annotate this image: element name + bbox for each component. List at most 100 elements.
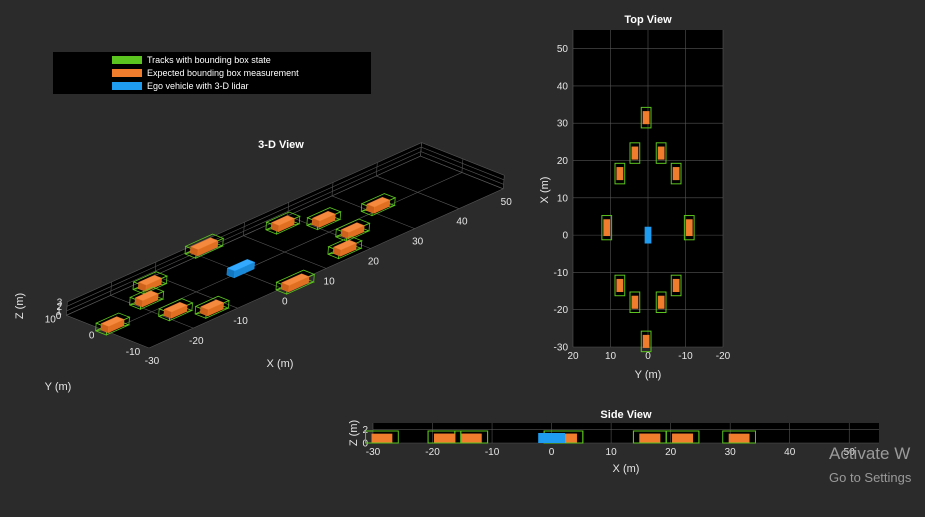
view3d-ytick: 10 bbox=[45, 314, 57, 325]
view3d-gridline-z bbox=[66, 155, 504, 316]
topview-track bbox=[655, 142, 667, 164]
topview-track bbox=[629, 142, 641, 164]
view3d-xtick: 30 bbox=[412, 237, 424, 248]
view3d-xtick: 0 bbox=[282, 296, 288, 307]
topview-track bbox=[683, 215, 695, 241]
topview-track bbox=[670, 162, 682, 185]
topview-measurement bbox=[685, 219, 693, 237]
sideview-ytick: 0 bbox=[362, 439, 368, 450]
topview-track bbox=[629, 291, 641, 314]
topview-measurement bbox=[631, 146, 639, 160]
sideview-xtick: 10 bbox=[606, 447, 618, 458]
topview-track bbox=[614, 162, 626, 185]
view3d-ytick: -10 bbox=[126, 347, 141, 358]
view3d-xtick: 10 bbox=[324, 276, 336, 287]
view3d-ztick: 3 bbox=[57, 297, 63, 308]
legend-swatch-ego bbox=[112, 82, 142, 90]
view3d-ztick: 2 bbox=[56, 302, 62, 313]
view3d-measurement bbox=[270, 222, 280, 233]
sideview-ylabel: Z (m) bbox=[348, 420, 360, 446]
view3d-zlabel: Z (m) bbox=[14, 293, 26, 319]
sideview-track bbox=[427, 430, 462, 444]
legend-box bbox=[53, 52, 371, 94]
legend-swatch-track bbox=[112, 56, 142, 64]
legend[interactable]: Tracks with bounding box state Expected … bbox=[53, 52, 371, 94]
sideview-xtick: -20 bbox=[425, 447, 440, 458]
topview-track bbox=[655, 291, 667, 314]
topview-ytick: 0 bbox=[562, 231, 568, 242]
topview-measurement bbox=[616, 278, 624, 292]
topview-ytick: -10 bbox=[554, 268, 569, 279]
sideview-measurement bbox=[460, 433, 482, 443]
topview-track bbox=[614, 274, 626, 297]
topview-ytick: 20 bbox=[557, 156, 569, 167]
sideview-measurement bbox=[672, 433, 693, 443]
view3d-xtick: 50 bbox=[501, 197, 513, 208]
sideview-xtick: 50 bbox=[844, 447, 856, 458]
topview-measurement bbox=[616, 167, 624, 181]
topview-ytick: 40 bbox=[557, 81, 569, 92]
topview-measurement bbox=[603, 219, 611, 237]
view3d-ytick: 0 bbox=[89, 331, 95, 342]
topview-measurement bbox=[657, 295, 665, 309]
topview-xtick: -20 bbox=[716, 351, 731, 362]
topview-xtick: -10 bbox=[678, 351, 693, 362]
sideview-ego-vehicle bbox=[538, 433, 565, 443]
view3d-measurement bbox=[340, 229, 350, 240]
sideview-measurement bbox=[371, 433, 393, 443]
view3d-ztick: 0 bbox=[56, 311, 62, 322]
topview-xtick: 20 bbox=[567, 351, 579, 362]
topview-measurement bbox=[642, 334, 650, 348]
topview-title: Top View bbox=[624, 14, 672, 26]
sideview-track bbox=[632, 430, 667, 444]
topview-xtick: 10 bbox=[605, 351, 617, 362]
sideview-measurement bbox=[728, 433, 750, 443]
topview-axes[interactable]: 20 10 0 -10 -20 -30 -20 -10 0 10 20 30 40 50 bbox=[554, 30, 731, 362]
topview-ego-vehicle bbox=[644, 226, 652, 244]
topview-ytick: 10 bbox=[557, 193, 569, 204]
sideview-xtick: 30 bbox=[725, 447, 737, 458]
view3d-gridline-z bbox=[66, 151, 504, 312]
view3d-xtick: -10 bbox=[233, 316, 248, 327]
view3d-measurement bbox=[200, 306, 209, 317]
topview-track bbox=[670, 274, 682, 297]
topview-xtick: 0 bbox=[645, 351, 651, 362]
view3d-measurement bbox=[134, 297, 144, 308]
topview-track bbox=[640, 106, 652, 129]
topview-track bbox=[640, 330, 652, 353]
sideview-plot-area bbox=[373, 423, 879, 443]
sideview-xtick: 20 bbox=[665, 447, 677, 458]
sideview-track bbox=[365, 430, 399, 444]
legend-entry-ego: Ego vehicle with 3-D lidar bbox=[147, 81, 249, 91]
view3d-xtick: 20 bbox=[368, 257, 380, 268]
watermark-line2: Go to Settings bbox=[829, 470, 912, 485]
topview-ytick: -20 bbox=[554, 305, 569, 316]
view3d-measurement bbox=[366, 203, 375, 214]
view3d-ylabel: Y (m) bbox=[45, 381, 72, 393]
view3d-xlabel: X (m) bbox=[267, 358, 294, 370]
topview-measurement bbox=[672, 167, 680, 181]
topview-measurement bbox=[672, 278, 680, 292]
view3d-xtick: -20 bbox=[189, 336, 204, 347]
view3d-xtick: -30 bbox=[145, 356, 160, 367]
sideview-xtick: 40 bbox=[784, 447, 796, 458]
view3d-measurement bbox=[137, 282, 147, 292]
view3d-measurement bbox=[280, 282, 290, 293]
topview-ytick: 30 bbox=[557, 119, 569, 130]
sideview-xlabel: X (m) bbox=[613, 463, 640, 475]
view3d-title: 3-D View bbox=[258, 139, 304, 151]
view3d-measurement bbox=[311, 217, 321, 228]
view3d-ztick: 1 bbox=[56, 306, 62, 317]
watermark-line1: Activate W bbox=[829, 444, 910, 463]
sideview-xtick: -10 bbox=[485, 447, 500, 458]
topview-measurement bbox=[657, 146, 665, 160]
sideview-xtick: 0 bbox=[549, 447, 555, 458]
topview-ytick: 50 bbox=[557, 44, 569, 55]
legend-entry-measurement: Expected bounding box measurement bbox=[147, 68, 299, 78]
view3d-measurement bbox=[100, 323, 109, 334]
view3d-xtick: 40 bbox=[456, 217, 468, 228]
topview-measurement bbox=[631, 295, 639, 309]
